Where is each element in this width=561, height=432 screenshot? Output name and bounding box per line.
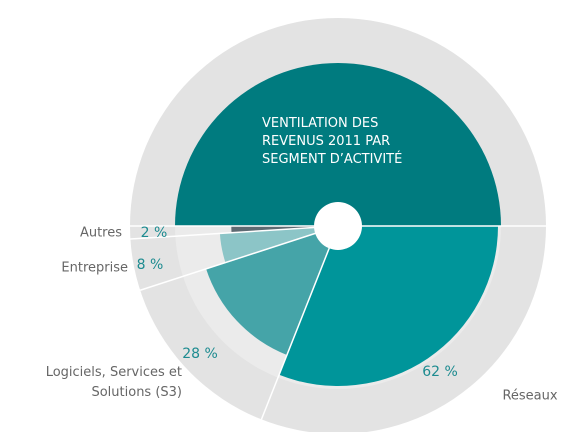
- chart-title: VENTILATION DES REVENUS 2011 PAR SEGMENT D…: [262, 116, 402, 167]
- title-panel: [175, 63, 501, 226]
- category-label: Logiciels, Services et Solutions (S3): [46, 365, 182, 400]
- title-line: SEGMENT D’ACTIVITÉ: [262, 151, 402, 167]
- value-label: 62 %: [422, 364, 458, 380]
- category-label: Entreprise: [61, 261, 128, 276]
- category-label: Réseaux: [502, 389, 557, 404]
- separator: [260, 225, 339, 420]
- title-line: REVENUS 2011 PAR: [262, 134, 390, 149]
- title-line: VENTILATION DES: [262, 116, 378, 131]
- category-label-line: Solutions (S3): [91, 385, 182, 400]
- pie-slice: [279, 226, 498, 386]
- separator: [130, 225, 339, 240]
- value-label: 8 %: [137, 257, 164, 273]
- value-label: 2 %: [141, 225, 168, 241]
- value-label: 28 %: [182, 346, 218, 362]
- separator: [139, 225, 339, 291]
- category-label-line: Logiciels, Services et: [46, 365, 182, 380]
- center-hole: [314, 202, 362, 250]
- category-label: Autres: [80, 226, 122, 241]
